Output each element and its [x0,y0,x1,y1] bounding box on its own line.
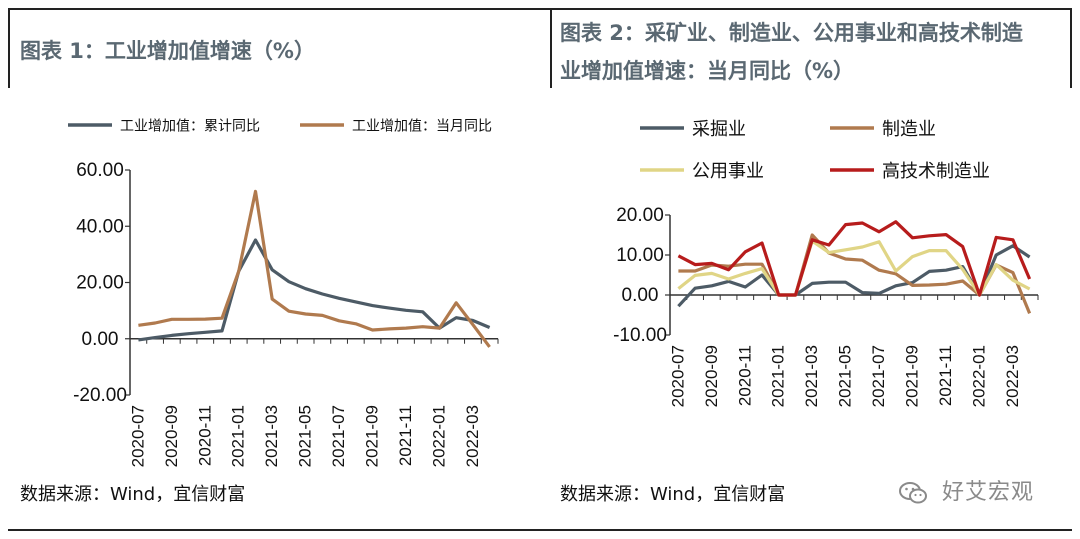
chart2-source: 数据来源：Wind，宜信财富 [560,484,786,505]
chart2-legend-label-3: 公用事业 [692,161,764,182]
chart2-x-tick-label: 2021-01 [769,345,788,407]
frame-left-border [8,8,10,88]
chart1-x-tick-label: 2020-07 [128,405,147,467]
chart1-y-tick-label: 0.00 [82,329,119,350]
wechat-icon [899,482,927,504]
chart1-y-tick-label: -20.00 [73,385,127,406]
chart2-x-tick-label: 2020-09 [702,345,721,407]
chart2-y-tick-label: 0.00 [622,285,659,306]
chart2-legend-label-2: 制造业 [882,119,936,140]
chart1-x-tick-label: 2020-11 [195,405,214,466]
chart2-title-line2: 业增加值增速：当月同比（%） [560,59,855,83]
chart2-series-line-3 [677,239,1031,297]
chart1-x-tick-label: 2021-11 [396,405,415,466]
chart2-x-tick-label: 2020-11 [735,345,754,406]
chart1-source: 数据来源：Wind，宜信财富 [20,484,246,505]
chart2-x-tick-label: 2021-11 [936,345,955,406]
chart1-x-tick-label: 2022-01 [429,405,448,467]
chart2-x-tick-label: 2021-07 [869,345,888,407]
chart2-x-tick-label: 2020-07 [668,345,687,407]
frame-right-border [1070,8,1072,88]
chart2-x-tick-label: 2022-01 [969,345,988,407]
chart1-legend-label-2: 工业增加值：当月同比 [352,118,492,134]
chart1-x-tick-label: 2021-09 [363,405,382,467]
chart1-x-tick-label: 2021-01 [229,405,248,467]
frame-middle-divider [550,8,552,88]
chart1-x-tick-label: 2021-05 [296,405,315,467]
chart1-y-tick-label: 20.00 [76,273,124,294]
chart1-x-tick-label: 2021-07 [329,405,348,467]
chart2-legend-label-4: 高技术制造业 [882,161,990,182]
chart2-title-line1: 图表 2：采矿业、制造业、公用事业和高技术制造 [560,21,1023,45]
chart2-x-tick-label: 2022-03 [1003,345,1022,407]
chart2-title: 图表 2：采矿业、制造业、公用事业和高技术制造 业增加值增速：当月同比（%） [560,14,1070,90]
frame-top-border [8,8,1072,10]
chart2-series-line-4 [677,220,1032,297]
chart1-series-line-2 [138,189,491,348]
watermark-text: 好艾宏观 [942,480,1035,505]
chart2-legend-label-1: 采掘业 [692,119,746,140]
chart1-y-tick-label: 60.00 [76,160,124,181]
watermark: 好艾宏观 [898,474,1034,506]
chart2-x-tick-label: 2021-03 [802,345,821,407]
chart2-y-tick-label: -10.00 [613,325,667,346]
chart1-title: 图表 1：工业增加值增速（%） [20,39,315,63]
chart2-x-tick-label: 2021-09 [903,345,922,407]
chart1-x-tick-label: 2021-03 [262,405,281,467]
frame-bottom-border [8,529,1072,531]
chart1-series-line-1 [138,238,491,342]
chart1-legend-label-1: 工业增加值：累计同比 [120,118,260,134]
chart2-y-tick-label: 10.00 [616,245,664,266]
chart1-x-tick-label: 2020-09 [162,405,181,467]
chart2-series-line-2 [678,233,1032,315]
chart1-x-tick-label: 2022-03 [463,405,482,467]
chart2-y-tick-label: 20.00 [616,205,664,226]
chart1-y-tick-label: 40.00 [76,216,124,237]
chart2-x-tick-label: 2021-05 [836,345,855,407]
